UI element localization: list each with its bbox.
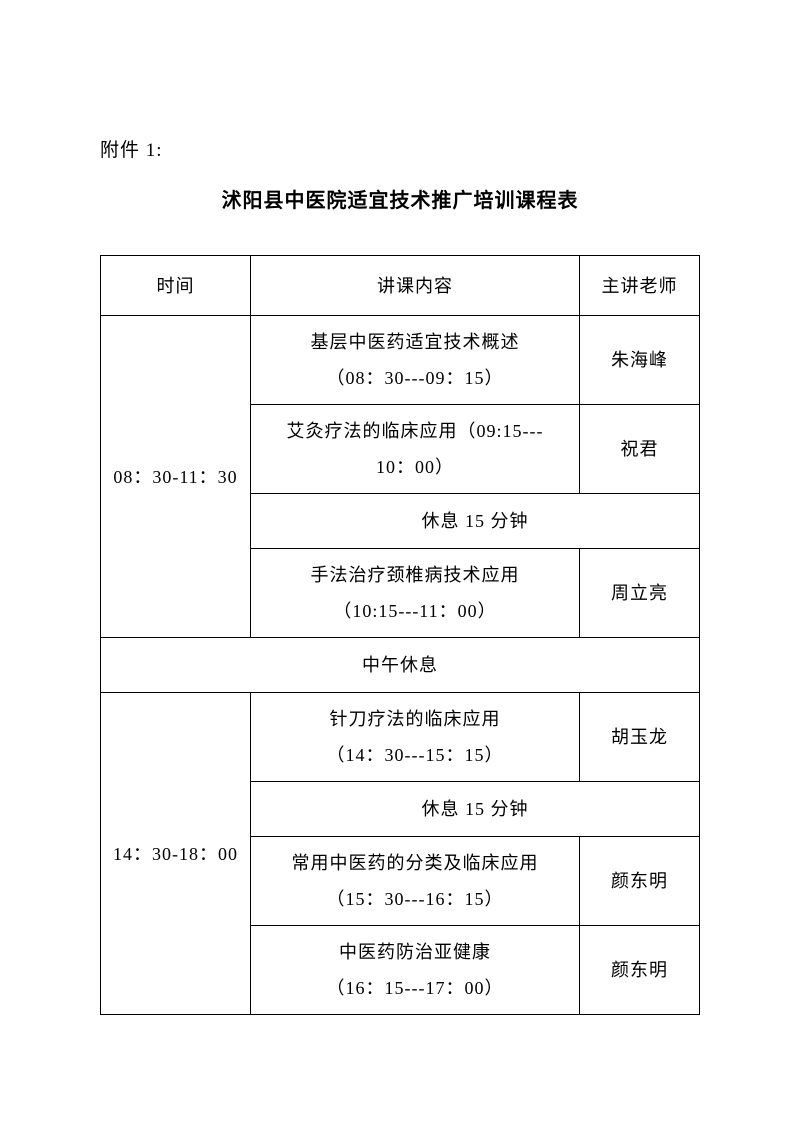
header-content: 讲课内容 (251, 256, 580, 316)
content-line: （14：30---15：15） (327, 745, 504, 765)
table-row: 中午休息 (101, 638, 700, 693)
header-time: 时间 (101, 256, 251, 316)
schedule-table: 时间 讲课内容 主讲老师 08：30-11：30 基层中医药适宜技术概述 （08… (100, 255, 700, 1015)
content-line: （10:15---11：00） (333, 601, 496, 621)
content-cell: 针刀疗法的临床应用 （14：30---15：15） (251, 693, 580, 782)
table-row: 08：30-11：30 基层中医药适宜技术概述 （08：30---09：15） … (101, 316, 700, 405)
teacher-cell: 颜东明 (580, 926, 700, 1015)
content-cell: 艾灸疗法的临床应用（09:15--- 10：00） (251, 405, 580, 494)
content-cell: 中医药防治亚健康 （16：15---17：00） (251, 926, 580, 1015)
header-teacher: 主讲老师 (580, 256, 700, 316)
content-line: 手法治疗颈椎病技术应用 (311, 565, 520, 585)
noon-break-cell: 中午休息 (101, 638, 700, 693)
attachment-label: 附件 1: (100, 135, 700, 162)
teacher-cell: 祝君 (580, 405, 700, 494)
content-cell: 常用中医药的分类及临床应用 （15：30---16：15） (251, 837, 580, 926)
document-title: 沭阳县中医院适宜技术推广培训课程表 (100, 184, 700, 213)
teacher-cell: 朱海峰 (580, 316, 700, 405)
time-cell-morning: 08：30-11：30 (101, 316, 251, 638)
content-line: 针刀疗法的临床应用 (330, 709, 501, 729)
teacher-cell: 周立亮 (580, 549, 700, 638)
content-line: 10：00） (376, 457, 454, 477)
content-line: 中医药防治亚健康 (339, 942, 491, 962)
teacher-cell: 胡玉龙 (580, 693, 700, 782)
time-cell-afternoon: 14：30-18：00 (101, 693, 251, 1015)
table-row: 14：30-18：00 针刀疗法的临床应用 （14：30---15：15） 胡玉… (101, 693, 700, 782)
content-line: 常用中医药的分类及临床应用 (292, 853, 539, 873)
content-line: 基层中医药适宜技术概述 (311, 332, 520, 352)
document-page: 附件 1: 沭阳县中医院适宜技术推广培训课程表 时间 讲课内容 主讲老师 08：… (0, 0, 800, 1015)
content-cell: 基层中医药适宜技术概述 （08：30---09：15） (251, 316, 580, 405)
table-header-row: 时间 讲课内容 主讲老师 (101, 256, 700, 316)
content-line: 艾灸疗法的临床应用（09:15--- (287, 421, 544, 441)
teacher-cell: 颜东明 (580, 837, 700, 926)
content-cell: 手法治疗颈椎病技术应用 （10:15---11：00） (251, 549, 580, 638)
break-cell: 休息 15 分钟 (251, 494, 700, 549)
content-line: （08：30---09：15） (327, 368, 504, 388)
break-cell: 休息 15 分钟 (251, 782, 700, 837)
content-line: （16：15---17：00） (327, 978, 504, 998)
content-line: （15：30---16：15） (327, 889, 504, 909)
